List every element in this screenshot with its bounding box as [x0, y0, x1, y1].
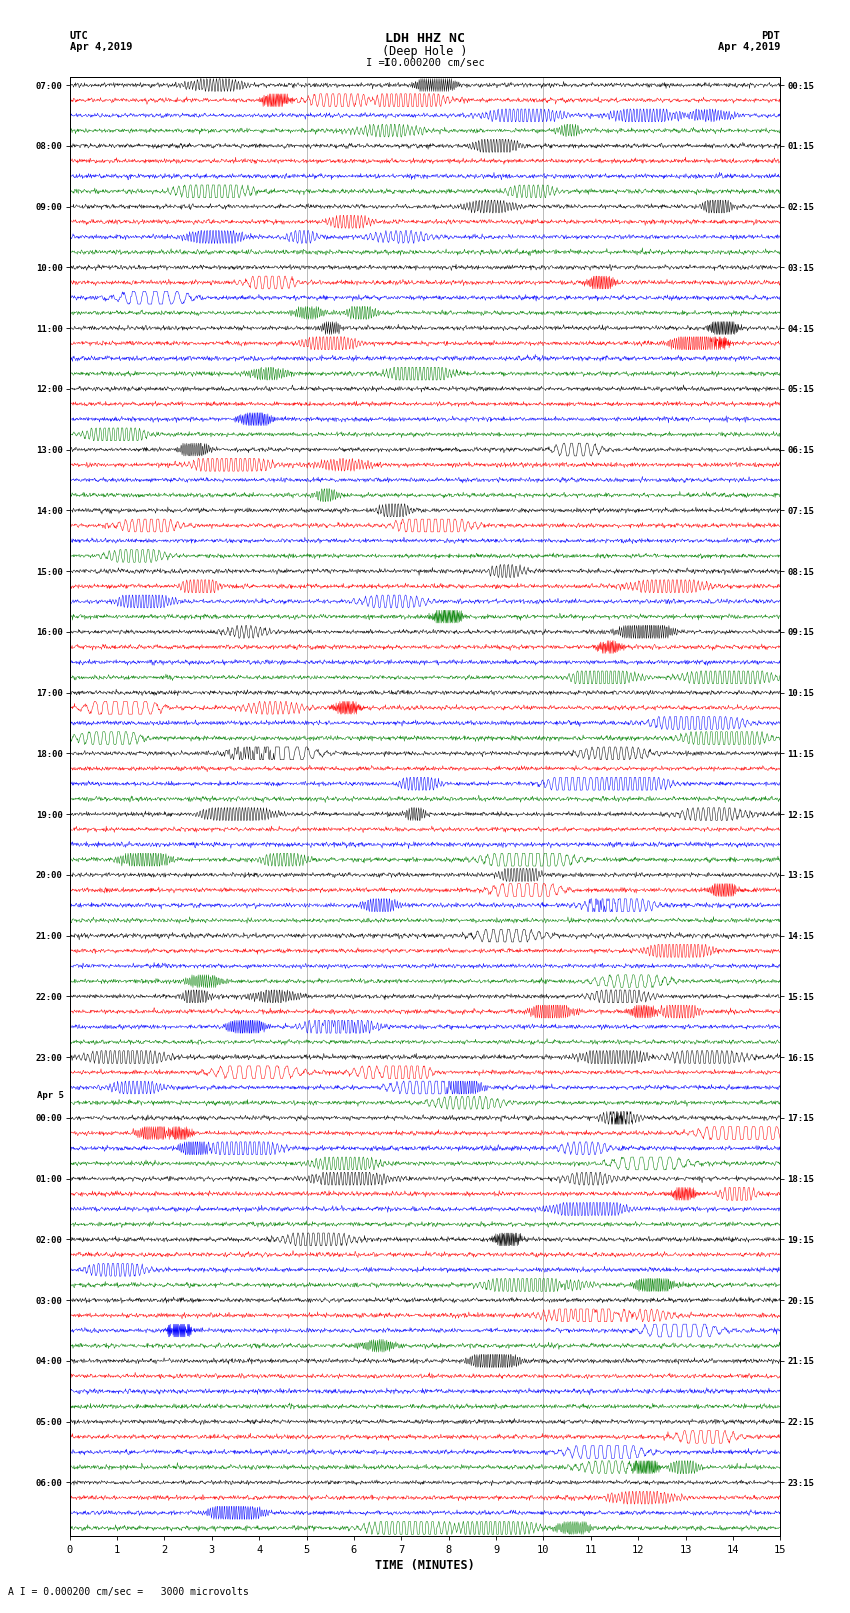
Text: I: I: [383, 58, 390, 68]
Text: UTC: UTC: [70, 31, 88, 40]
X-axis label: TIME (MINUTES): TIME (MINUTES): [375, 1558, 475, 1571]
Text: Apr 5: Apr 5: [37, 1090, 64, 1100]
Text: A I = 0.000200 cm/sec =   3000 microvolts: A I = 0.000200 cm/sec = 3000 microvolts: [8, 1587, 249, 1597]
Text: (Deep Hole ): (Deep Hole ): [382, 45, 468, 58]
Text: Apr 4,2019: Apr 4,2019: [717, 42, 780, 52]
Text: I = 0.000200 cm/sec: I = 0.000200 cm/sec: [366, 58, 484, 68]
Text: LDH HHZ NC: LDH HHZ NC: [385, 32, 465, 45]
Text: PDT: PDT: [762, 31, 780, 40]
Text: Apr 4,2019: Apr 4,2019: [70, 42, 133, 52]
